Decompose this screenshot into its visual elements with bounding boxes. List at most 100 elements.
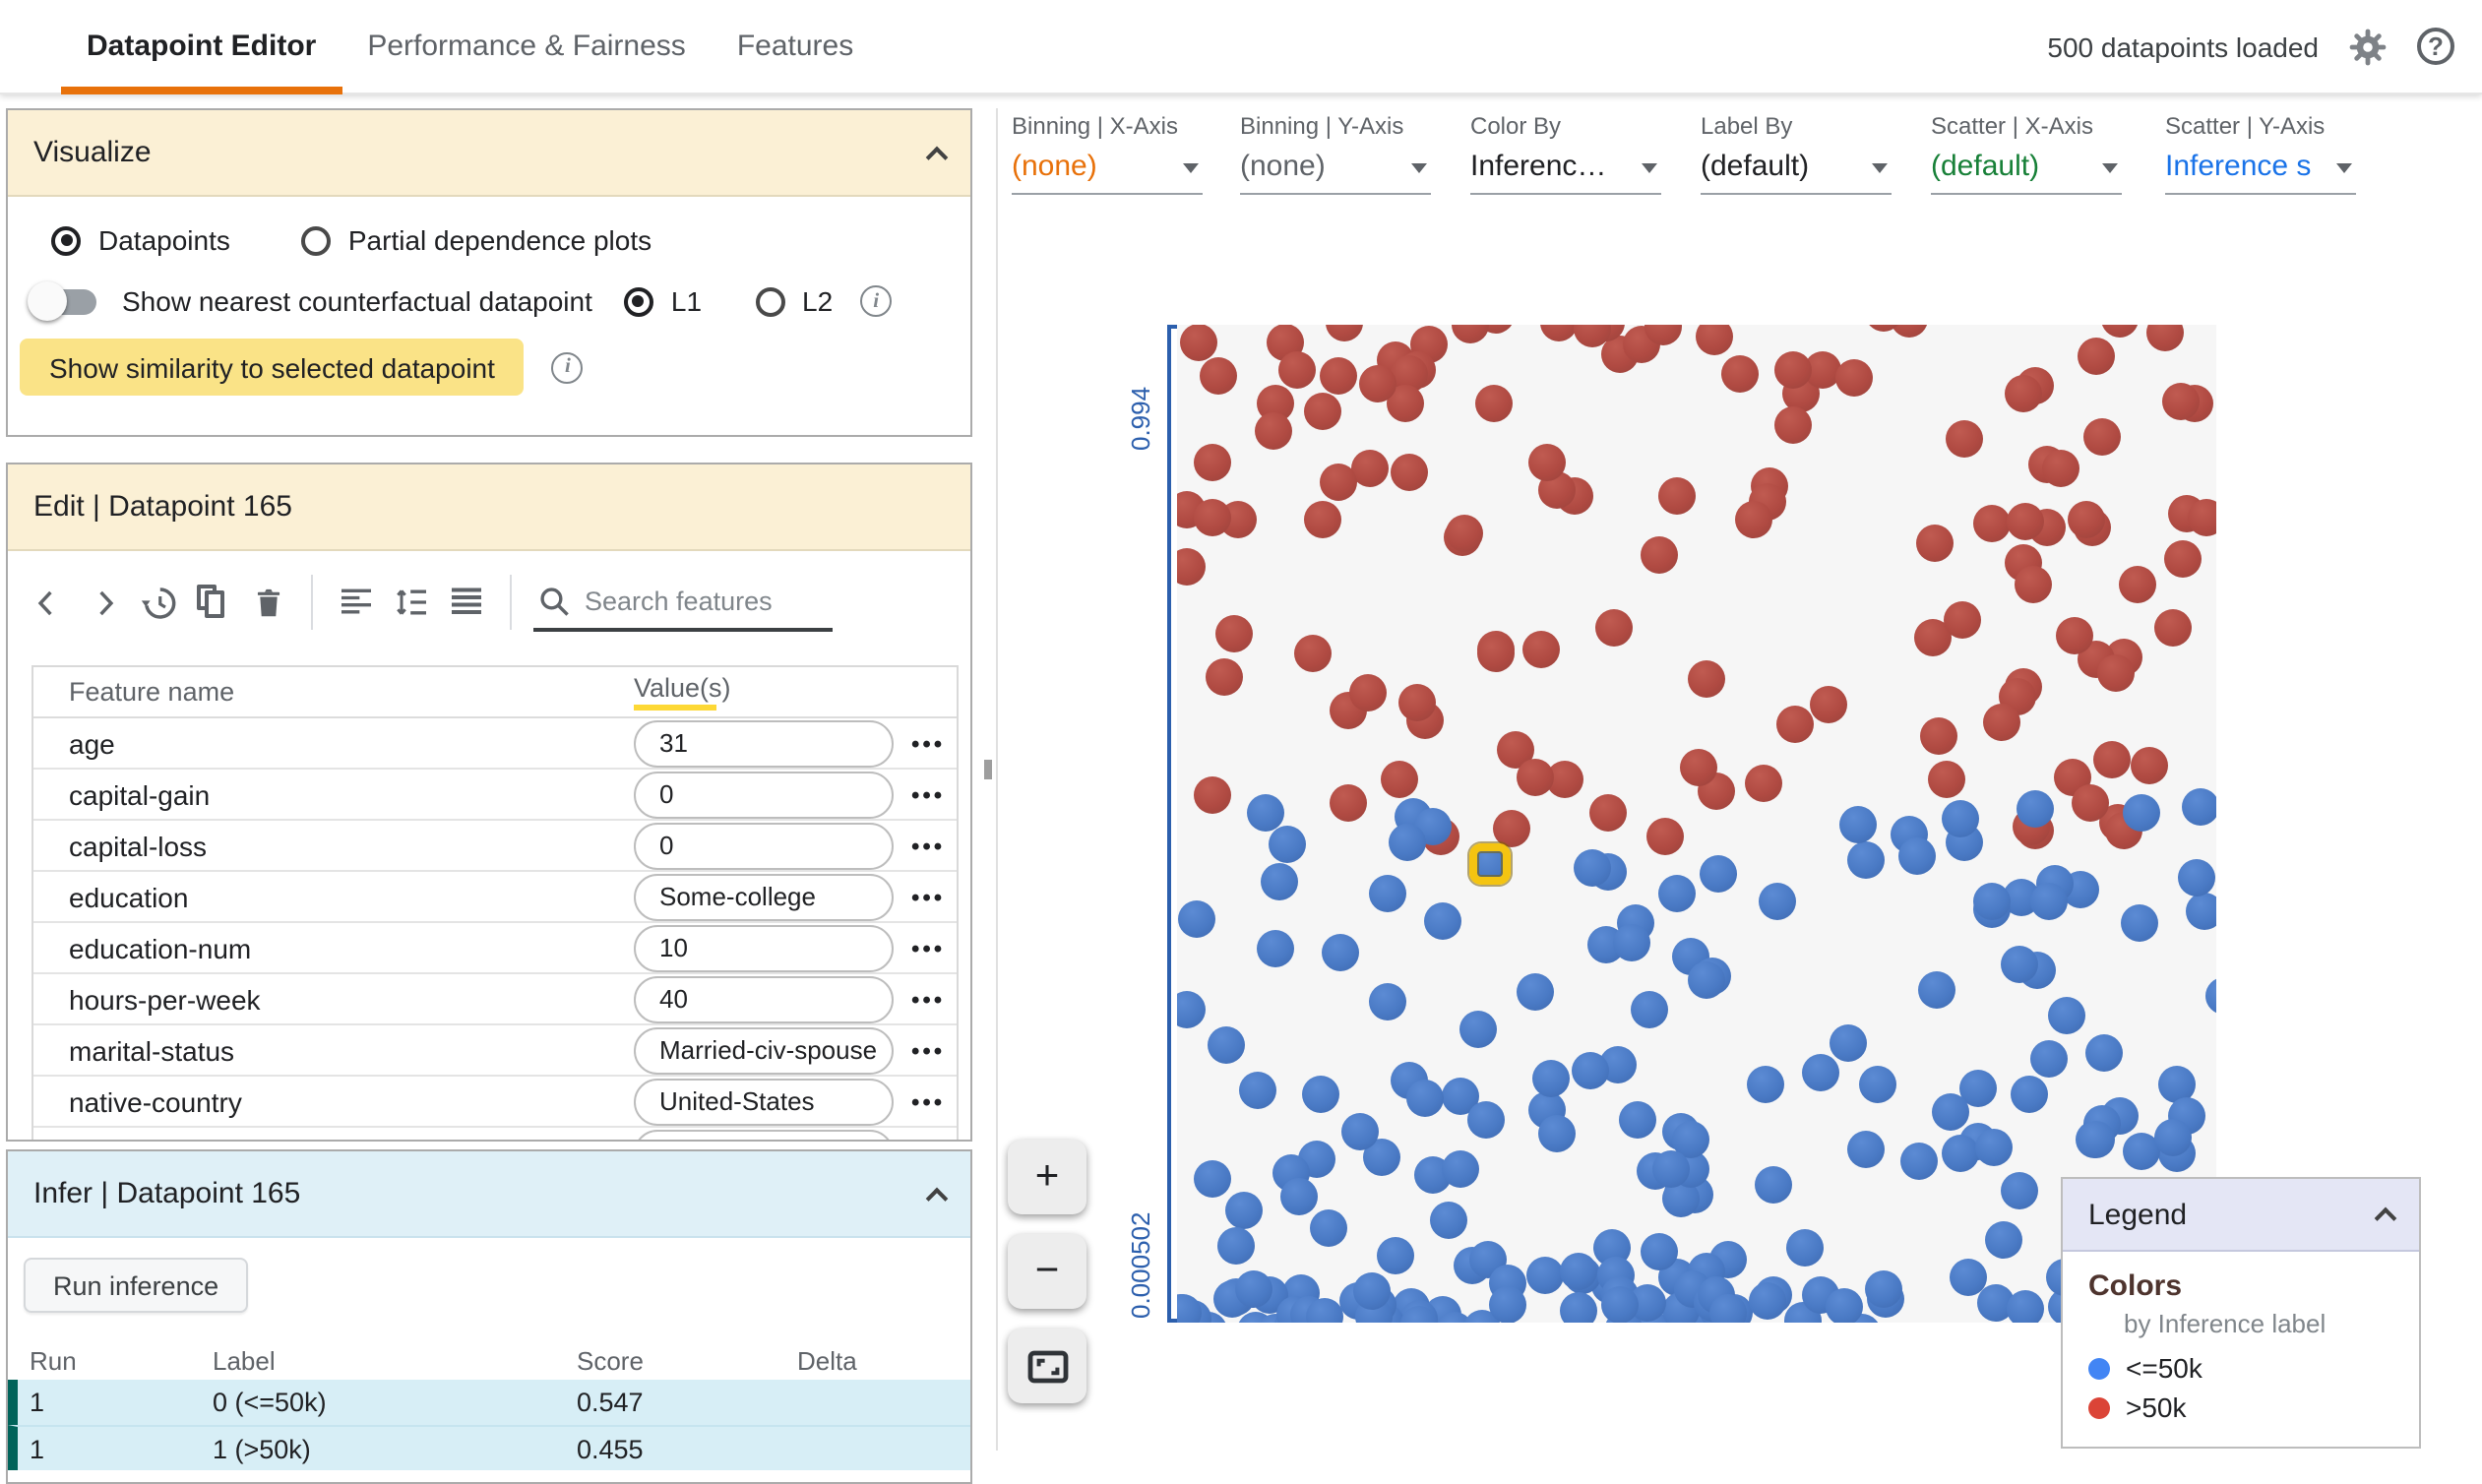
datapoint[interactable] (1982, 704, 2020, 742)
search-features-input[interactable] (581, 584, 817, 617)
datapoint[interactable] (2077, 1121, 2115, 1159)
delete-datapoint-icon[interactable] (240, 575, 295, 630)
datapoint[interactable] (2185, 893, 2216, 931)
l1-radio[interactable] (623, 286, 653, 316)
datapoint[interactable] (1246, 794, 1284, 833)
datapoint[interactable] (1802, 1054, 1840, 1092)
datapoint[interactable] (2082, 417, 2121, 456)
datapoint[interactable] (1946, 420, 1984, 459)
datapoint[interactable] (1671, 1120, 1709, 1158)
datapoint[interactable] (1526, 1257, 1565, 1295)
align-left-view-icon[interactable] (329, 575, 384, 630)
datapoint[interactable] (1381, 761, 1419, 799)
datapoint[interactable] (2187, 499, 2216, 537)
feature-value-input[interactable]: Exec-managerial (634, 1129, 894, 1140)
datapoint[interactable] (1540, 325, 1579, 341)
datapoint[interactable] (1532, 1059, 1571, 1097)
datapoint[interactable] (1353, 1272, 1392, 1311)
datapoint[interactable] (1348, 674, 1387, 711)
datapoint[interactable] (1302, 1075, 1340, 1113)
datapoint[interactable] (1477, 635, 1516, 673)
datapoint[interactable] (1891, 325, 1929, 339)
datapoint[interactable] (1225, 1192, 1264, 1230)
datapoint[interactable] (1350, 450, 1389, 488)
datapoint[interactable] (1206, 658, 1244, 697)
datapoint[interactable] (2131, 747, 2169, 785)
datapoint[interactable] (1445, 514, 1483, 552)
datapoint[interactable] (1696, 325, 1734, 356)
collapse-chevron-icon[interactable] (925, 1186, 949, 1209)
datapoint[interactable] (1754, 1166, 1791, 1205)
datapoint[interactable] (1294, 635, 1333, 673)
datapoint[interactable] (1847, 841, 1886, 880)
datapoint[interactable] (1477, 325, 1516, 334)
datapoint[interactable] (2178, 858, 2216, 897)
feature-options-menu-icon[interactable]: ••• (911, 1036, 946, 1064)
datapoint[interactable] (1588, 794, 1627, 833)
datapoint[interactable] (1825, 1287, 1863, 1323)
datapoint[interactable] (1390, 454, 1428, 492)
zoom-in-button[interactable]: + (1008, 1140, 1086, 1214)
datapoint[interactable] (2029, 1040, 2068, 1079)
duplicate-datapoint-icon[interactable] (185, 575, 240, 630)
datapoint[interactable] (1527, 443, 1566, 481)
datapoint[interactable] (1631, 991, 1669, 1029)
datapoint[interactable] (1657, 477, 1696, 516)
datapoint[interactable] (1571, 1052, 1609, 1090)
datapoint[interactable] (1376, 1236, 1414, 1274)
datapoint[interactable] (1397, 683, 1436, 721)
datapoint[interactable] (1859, 1065, 1897, 1103)
datapoint[interactable] (1899, 1143, 1938, 1181)
datapoint[interactable] (2006, 502, 2044, 540)
datapoint[interactable] (1177, 1293, 1202, 1323)
selected-datapoint-marker[interactable] (1469, 842, 1512, 885)
next-datapoint-icon[interactable] (75, 575, 130, 630)
binning-y-axis-dropdown[interactable]: Binning | Y-Axis (none) (1240, 112, 1437, 195)
datapoint[interactable] (2047, 997, 2085, 1035)
datapoint[interactable] (1319, 464, 1357, 501)
datapoint[interactable] (2056, 617, 2094, 655)
datapoint[interactable] (1269, 825, 1307, 863)
binning-x-axis-dropdown[interactable]: Binning | X-Axis (none) (1012, 112, 1209, 195)
datapoint[interactable] (1774, 406, 1813, 445)
datapoint[interactable] (1459, 1011, 1498, 1049)
datapoint[interactable] (1180, 325, 1218, 361)
counterfactual-toggle[interactable] (28, 281, 96, 321)
datapoint[interactable] (2146, 325, 2185, 351)
feature-options-menu-icon[interactable]: ••• (911, 1087, 946, 1115)
datapoint[interactable] (1657, 875, 1696, 913)
datapoint[interactable] (1846, 1130, 1885, 1168)
datapoint[interactable] (2182, 788, 2216, 827)
datapoint[interactable] (1918, 971, 1956, 1010)
datapoint[interactable] (1640, 1233, 1678, 1271)
datapoint[interactable] (1785, 1228, 1824, 1267)
line-spacing-view-icon[interactable] (384, 575, 439, 630)
datapoint[interactable] (2120, 903, 2158, 942)
datapoint[interactable] (1194, 775, 1232, 814)
datapoint[interactable] (1735, 500, 1773, 538)
datapoint[interactable] (2119, 566, 2157, 604)
run-inference-button[interactable]: Run inference (24, 1258, 249, 1313)
datapoint[interactable] (2122, 793, 2160, 832)
datapoint[interactable] (1304, 500, 1342, 538)
datapoint[interactable] (1595, 608, 1634, 647)
partial-dependence-radio[interactable] (300, 225, 331, 255)
datapoint[interactable] (1236, 1312, 1273, 1323)
datapoint[interactable] (1177, 991, 1206, 1029)
tab-features[interactable]: Features (736, 29, 854, 62)
datapoint[interactable] (1560, 1252, 1598, 1290)
datapoint[interactable] (2077, 338, 2115, 376)
feature-value-input[interactable]: Married-civ-spouse (634, 1026, 894, 1074)
datapoint[interactable] (1436, 1312, 1474, 1323)
datapoint[interactable] (1644, 325, 1683, 346)
feature-value-input[interactable]: 0 (634, 771, 894, 818)
datapoint[interactable] (1560, 1292, 1598, 1323)
datapoint[interactable] (1303, 392, 1341, 430)
datapoint[interactable] (2163, 540, 2201, 579)
datapoint[interactable] (1489, 1286, 1527, 1323)
datapoint[interactable] (1810, 686, 1848, 724)
datapoint[interactable] (2005, 374, 2043, 412)
label-by-dropdown[interactable]: Label By (default) (1701, 112, 1897, 195)
datapoint[interactable] (1680, 748, 1718, 786)
datapoint[interactable] (1424, 902, 1462, 941)
